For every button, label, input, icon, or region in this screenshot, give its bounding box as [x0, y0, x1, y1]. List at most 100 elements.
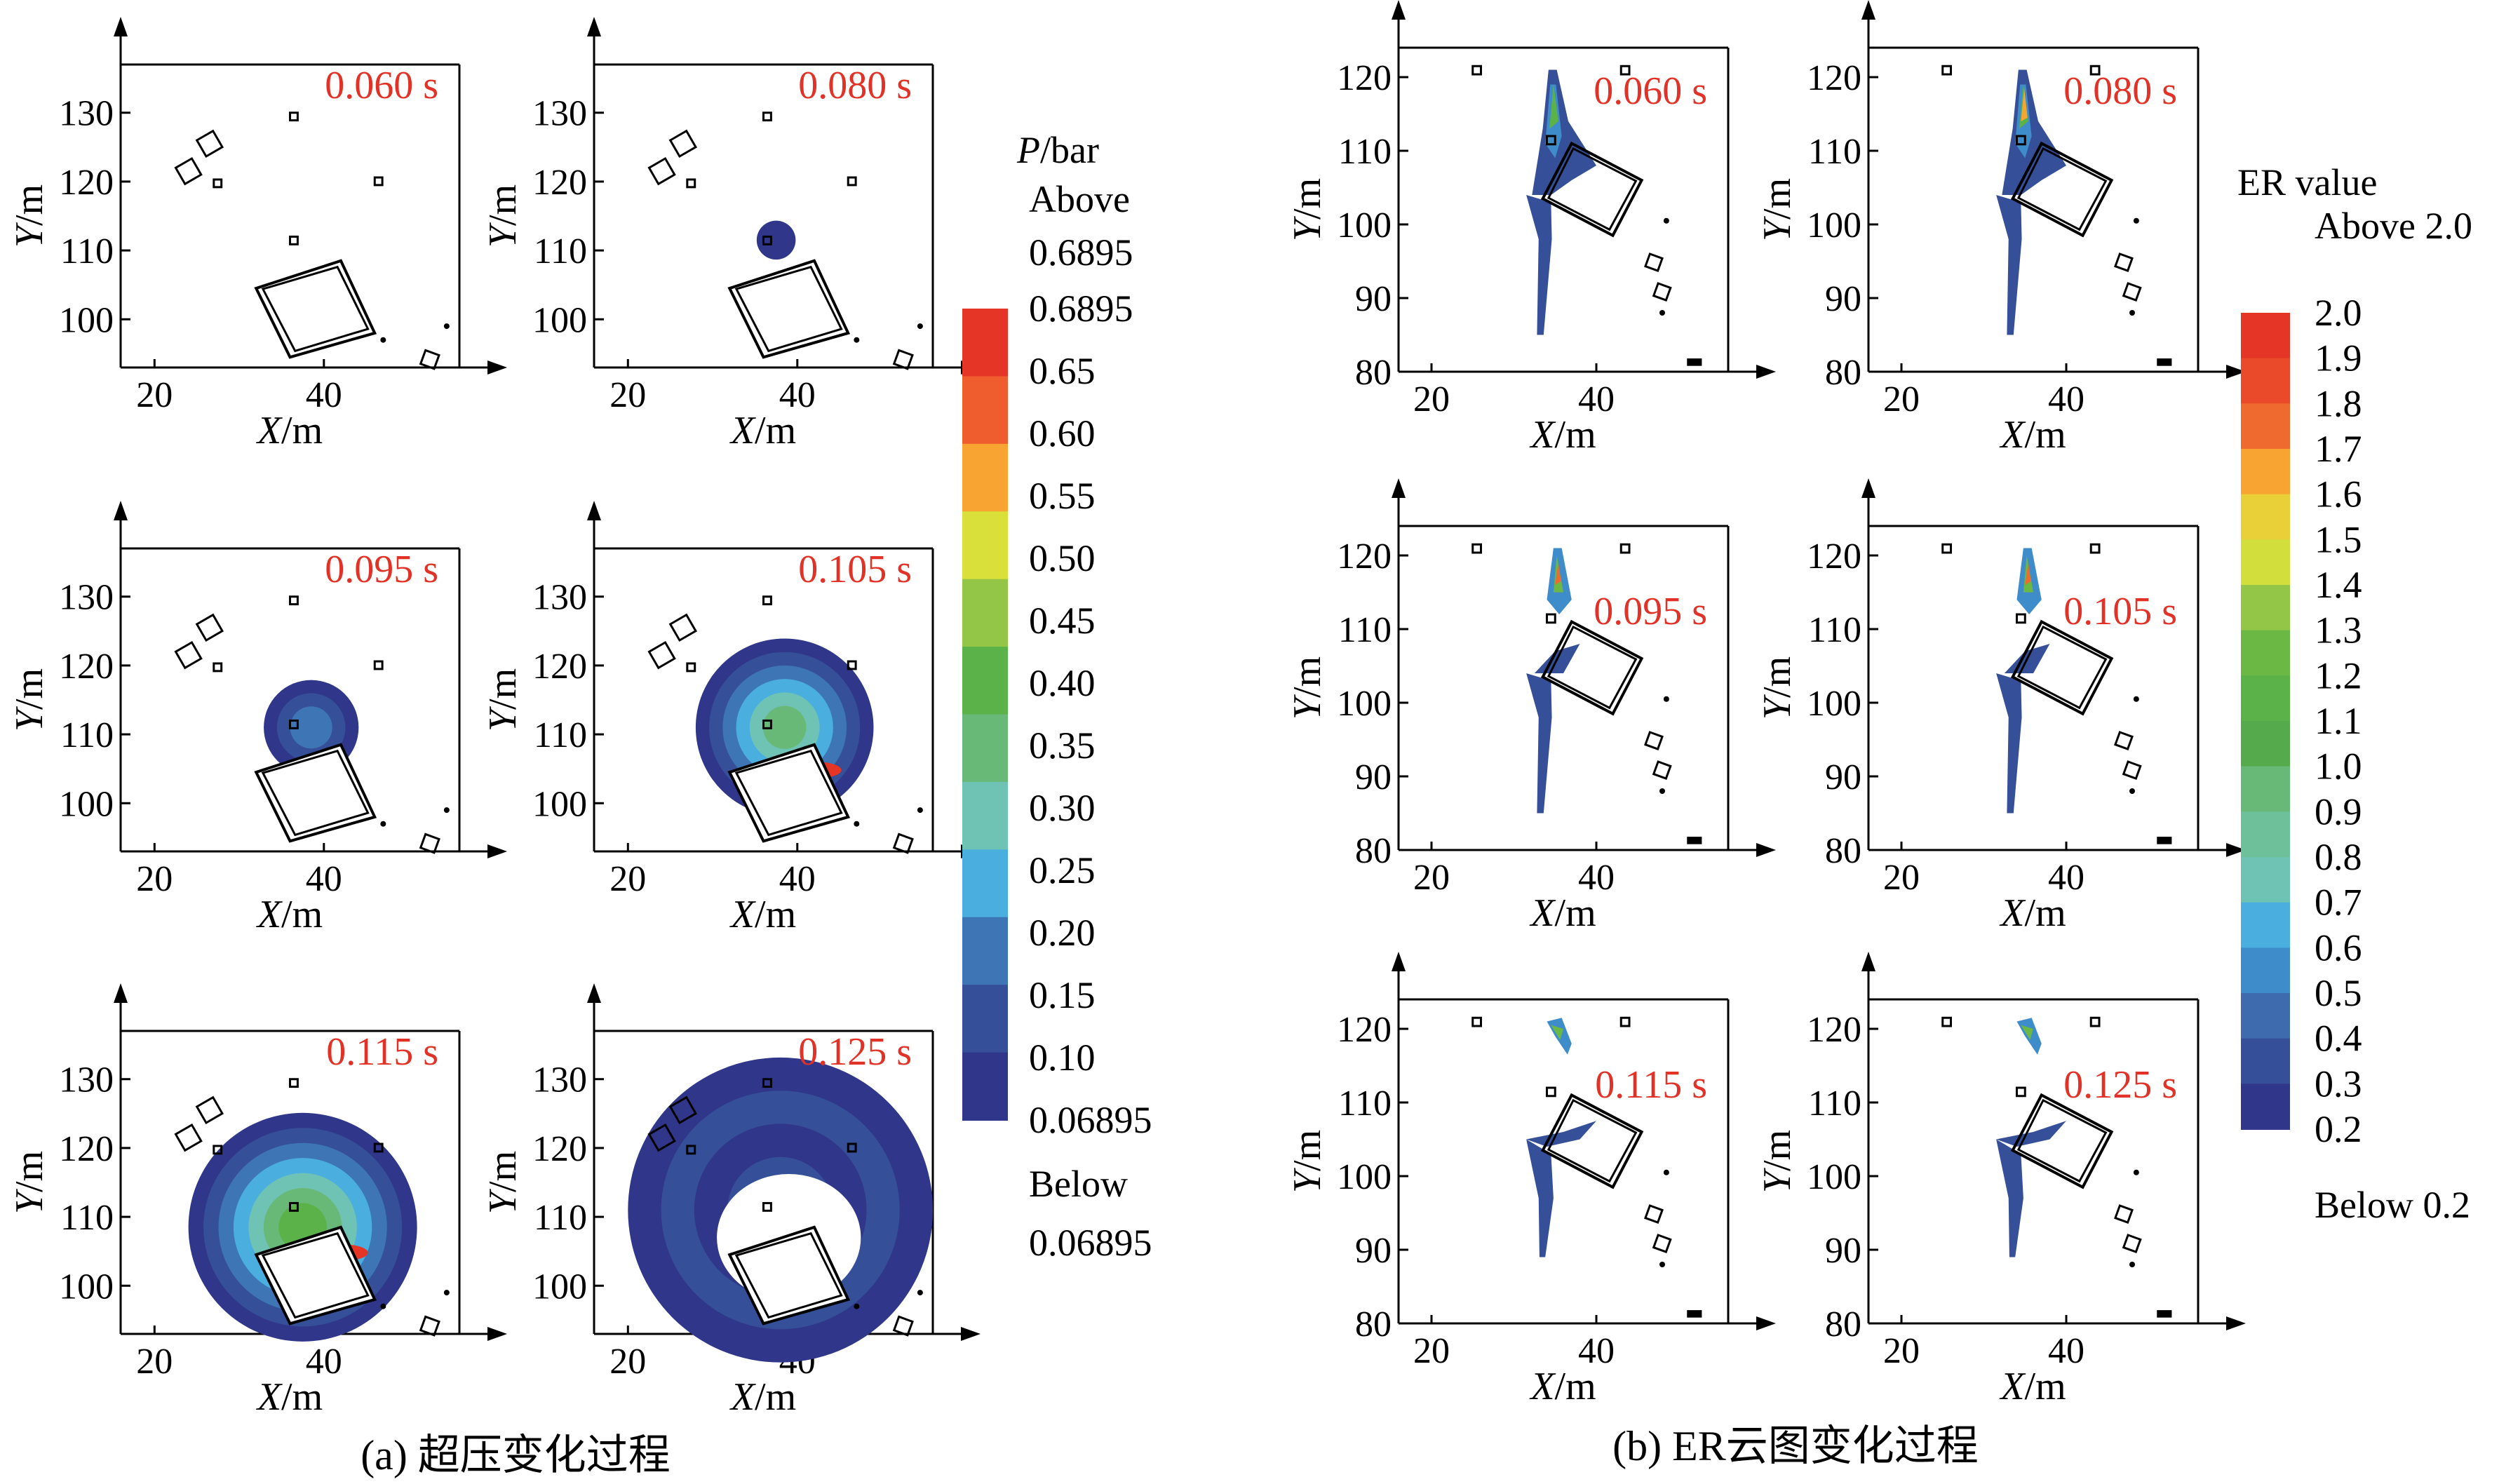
- legend-color-swatch: [962, 849, 1008, 918]
- obstacle-marker: [289, 1078, 299, 1088]
- legend-color-swatch: [2241, 811, 2290, 858]
- time-label: 0.095 s: [1594, 590, 1707, 633]
- obstacle-box: [1644, 252, 1664, 273]
- building-inner: [2016, 625, 2108, 710]
- y-tick-label: 120: [59, 163, 114, 203]
- obstacle-dot: [854, 1303, 860, 1309]
- obstacle-marker: [1687, 1310, 1702, 1318]
- obstacle-box: [419, 349, 440, 370]
- er-panel: 20 40 80 90 100 110 120 X/m Y/m 0.080 s: [1756, 0, 2246, 457]
- obstacle-marker: [1941, 543, 1952, 554]
- y-tick-label: 110: [1338, 610, 1392, 650]
- x-tick-label: 20: [1883, 379, 1920, 419]
- obstacle-dot: [2133, 1169, 2139, 1175]
- obstacle-marker: [2157, 358, 2172, 366]
- obstacle-marker: [289, 1201, 299, 1212]
- x-tick-label: 20: [136, 859, 173, 899]
- obstacle-marker: [686, 662, 696, 673]
- obstacle-marker: [762, 235, 772, 245]
- legend-color-swatch: [2241, 358, 2290, 405]
- obstacle-marker: [1941, 65, 1952, 76]
- obstacle-marker: [762, 112, 772, 122]
- obstacle-box: [668, 1095, 698, 1125]
- x-tick-label: 40: [1578, 1331, 1615, 1371]
- er-contour: [1996, 1121, 2066, 1147]
- er-contour: [1532, 69, 1596, 195]
- x-tick-label: 40: [306, 1342, 342, 1382]
- x-tick-label: 20: [609, 1342, 646, 1382]
- building-inner: [261, 1232, 370, 1319]
- x-tick-label: 40: [306, 375, 342, 415]
- obstacle-marker: [1619, 1016, 1631, 1027]
- obstacle-marker: [762, 595, 772, 606]
- x-axis-arrow: [1756, 365, 1776, 379]
- legend-below-label: Below: [1029, 1163, 1128, 1205]
- y-tick-label: 130: [59, 94, 114, 134]
- obstacle-box: [892, 349, 914, 370]
- legend-level-label: 1.7: [2315, 428, 2362, 470]
- obstacle-box: [419, 1315, 440, 1337]
- obstacle-dot: [1659, 310, 1665, 316]
- y-tick-label: 100: [532, 300, 587, 340]
- obstacle-box: [174, 640, 203, 670]
- legend-level-label: 1.4: [2315, 564, 2362, 606]
- y-axis-arrow: [114, 17, 128, 36]
- legend-title: ER value: [2237, 161, 2377, 203]
- x-axis-label: X/m: [1999, 1365, 2066, 1408]
- y-axis-label: Y/m: [1286, 178, 1329, 241]
- y-axis-arrow: [1861, 0, 1875, 20]
- y-tick-label: 110: [60, 715, 114, 755]
- er-contour: [1551, 1025, 1563, 1040]
- x-axis-arrow: [1756, 843, 1776, 857]
- legend-below-value: 0.06895: [1029, 1222, 1152, 1264]
- obstacle-marker: [213, 1145, 223, 1155]
- obstacle-box: [2114, 731, 2134, 751]
- obstacle-marker: [213, 662, 223, 673]
- y-tick-label: 90: [1355, 279, 1392, 319]
- x-tick-label: 20: [136, 1342, 173, 1382]
- building-outline: [2010, 619, 2114, 716]
- legend-level-label: 0.4: [2315, 1018, 2362, 1060]
- obstacle-dot: [1659, 1262, 1665, 1267]
- legend-color-swatch: [962, 511, 1008, 580]
- obstacle-marker: [2157, 1310, 2172, 1318]
- obstacle-marker: [762, 1078, 772, 1088]
- pressure-contour: [756, 220, 796, 260]
- x-axis-arrow: [487, 360, 507, 375]
- y-axis-label: Y/m: [1286, 656, 1329, 720]
- x-axis-label: X/m: [1529, 891, 1596, 935]
- legend-color-swatch: [2241, 539, 2290, 586]
- obstacle-box: [195, 613, 224, 642]
- caption-b: (b) ER云图变化过程: [1612, 1423, 1979, 1469]
- obstacle-marker: [1471, 65, 1482, 76]
- obstacle-dot: [854, 337, 860, 343]
- y-tick-label: 110: [534, 231, 587, 271]
- legend-level-label: 0.2: [2315, 1108, 2362, 1150]
- legend-color-swatch: [962, 443, 1008, 513]
- time-label: 0.080 s: [798, 64, 912, 107]
- legend-above-label: Above 2.0: [2315, 205, 2472, 247]
- legend-level-label: 0.9: [2315, 790, 2362, 832]
- x-axis-label: X/m: [729, 409, 796, 452]
- legend-level-label: 0.40: [1029, 662, 1096, 704]
- obstacle-marker: [1687, 358, 1702, 366]
- x-tick-label: 20: [609, 859, 646, 899]
- y-axis-arrow: [1392, 0, 1406, 20]
- building-outline: [1540, 141, 1644, 238]
- time-label: 0.115 s: [1595, 1063, 1707, 1107]
- legend-level-label: 1.0: [2315, 746, 2362, 788]
- y-tick-label: 120: [532, 163, 587, 203]
- obstacle-marker: [373, 176, 384, 187]
- legend-level-label: 0.6895: [1029, 288, 1133, 330]
- y-tick-label: 110: [1808, 132, 1861, 172]
- y-tick-label: 110: [1808, 610, 1861, 650]
- x-axis-label: X/m: [729, 893, 796, 936]
- obstacle-dot: [443, 1290, 450, 1296]
- obstacle-dot: [380, 1303, 386, 1309]
- obstacle-box: [2114, 252, 2134, 273]
- legend-color-swatch: [962, 647, 1008, 715]
- obstacle-marker: [1471, 1016, 1482, 1027]
- obstacle-box: [647, 1123, 676, 1152]
- obstacle-dot: [917, 807, 923, 814]
- y-tick-label: 120: [532, 647, 587, 687]
